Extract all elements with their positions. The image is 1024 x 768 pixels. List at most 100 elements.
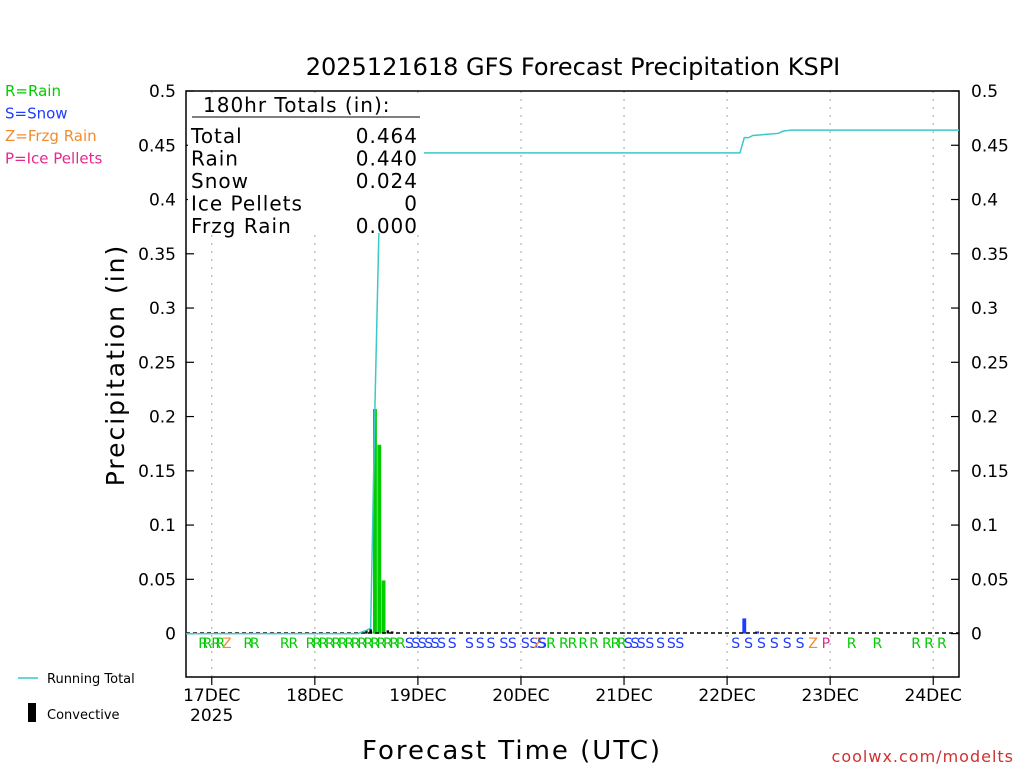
ptype-letter: R — [306, 636, 316, 652]
ptype-letter: S — [667, 636, 676, 652]
ptype-legend-entry: S=Snow — [5, 105, 68, 123]
ptype-letter: S — [529, 636, 538, 652]
ptype-letter: S — [424, 636, 433, 652]
ptype-letter: R — [546, 636, 556, 652]
ptype-letter: R — [937, 636, 947, 652]
ptype-letter: S — [783, 636, 792, 652]
ptype-legend: R=Rain S=Snow Z=Frzg Rain P=Ice Pellets — [5, 82, 102, 168]
ptype-letter: R — [602, 636, 612, 652]
x-tick-label: 19DEC — [389, 686, 446, 706]
ptype-letter: P — [822, 636, 830, 652]
ptype-letter: R — [924, 636, 934, 652]
totals-label: Ice Pellets — [191, 192, 303, 216]
ptype-letter: S — [630, 636, 639, 652]
ptype-letter: R — [364, 636, 374, 652]
ptype-letter: S — [405, 636, 414, 652]
bar-rain — [377, 444, 382, 634]
ptype-letter: R — [847, 636, 857, 652]
y-tick-label-right: 0.1 — [971, 516, 998, 536]
bar-convective — [369, 629, 372, 634]
y-tick-label: 0.15 — [138, 462, 176, 482]
ptype-letter: S — [796, 636, 805, 652]
y-tick-label: 0.25 — [138, 353, 176, 373]
bar-convective — [622, 632, 626, 634]
y-tick-label: 0.5 — [149, 82, 176, 102]
y-tick-label-right: 0.35 — [971, 245, 1009, 265]
ptype-letter: R — [389, 636, 399, 652]
ptype-letter: R — [338, 636, 348, 652]
ptype-letter: S — [499, 636, 508, 652]
ptype-legend-entry: P=Ice Pellets — [5, 150, 102, 168]
ptype-letter: R — [203, 636, 213, 652]
ptype-letter: S — [411, 636, 420, 652]
ptype-letter: S — [744, 636, 753, 652]
y-tick-label: 0.35 — [138, 245, 176, 265]
ptype-letter: R — [568, 636, 578, 652]
ptype-letter: Z — [533, 636, 543, 652]
totals-label: Snow — [191, 169, 249, 193]
y-tick-label-right: 0.5 — [971, 82, 998, 102]
y-tick-label-right: 0.4 — [971, 191, 998, 211]
ptype-letter: R — [211, 636, 221, 652]
y-axis-left: 0 0.05 0.1 0.15 0.2 0.25 0.3 0.35 0.4 0.45 0.5 — [138, 82, 194, 645]
ptype-letter: R — [288, 636, 298, 652]
totals-box: 180hr Totals (in): Total 0.464 Rain 0.440 Sn… — [188, 93, 424, 238]
y-tick-label: 0.45 — [138, 136, 176, 156]
convective-legend-swatch — [28, 703, 36, 722]
y-tick-label-right: 0.05 — [971, 570, 1009, 590]
running-total-legend-label: Running Total — [47, 672, 135, 687]
ptype-letter: S — [770, 636, 779, 652]
ptype-letter: R — [611, 636, 621, 652]
ptype-letter: R — [198, 636, 208, 652]
ptype-letter: R — [578, 636, 588, 652]
ptype-letter: R — [370, 636, 380, 652]
x-tick-label: 22DEC — [698, 686, 755, 706]
x-tick-label: 21DEC — [595, 686, 652, 706]
ptype-letter: R — [331, 636, 341, 652]
plot-frame — [185, 90, 960, 678]
ptype-letter: S — [757, 636, 766, 652]
ptype-letter: S — [431, 636, 440, 652]
x-tick-label: 20DEC — [492, 686, 549, 706]
ptype-letter: R — [377, 636, 387, 652]
ptype-legend-entry: R=Rain — [5, 82, 61, 100]
ptype-letter: Z — [222, 636, 232, 652]
line-legend: Running Total Convective — [18, 672, 135, 723]
year-label: 2025 — [190, 706, 233, 726]
x-tick-label: 17DEC — [183, 686, 240, 706]
y-tick-label: 0.2 — [149, 408, 176, 428]
totals-value: 0.464 — [356, 124, 418, 148]
y-tick-label: 0.05 — [138, 570, 176, 590]
y-tick-label: 0.4 — [149, 191, 176, 211]
totals-label: Total — [190, 124, 243, 148]
ptype-letter: R — [911, 636, 921, 652]
ptype-letter: S — [538, 636, 547, 652]
totals-label: Rain — [191, 147, 239, 171]
y-tick-label-right: 0.2 — [971, 408, 998, 428]
ptype-letter: R — [357, 636, 367, 652]
y-axis-label: Precipitation (in) — [101, 244, 130, 487]
ptype-letter: R — [312, 636, 322, 652]
ptype-letter: S — [418, 636, 427, 652]
totals-value: 0.024 — [356, 169, 418, 193]
ptype-letter: R — [873, 636, 883, 652]
ptype-letter: S — [637, 636, 646, 652]
ptype-letter: R — [344, 636, 354, 652]
x-tick-label: 18DEC — [286, 686, 343, 706]
ptype-letter: R — [319, 636, 329, 652]
bars-layer — [365, 408, 780, 634]
bar-convective — [777, 632, 780, 634]
x-tick-label: 24DEC — [905, 686, 962, 706]
y-tick-label-right: 0.15 — [971, 462, 1009, 482]
y-tick-label-right: 0 — [971, 625, 982, 645]
ptype-letter: S — [521, 636, 530, 652]
ptype-letter: S — [645, 636, 654, 652]
ptype-letter: R — [243, 636, 253, 652]
ptype-letter: R — [280, 636, 290, 652]
ptype-letter: S — [624, 636, 633, 652]
ptype-letter: R — [351, 636, 361, 652]
x-axis-label: Forecast Time (UTC) — [362, 736, 662, 766]
y-axis-right: 0 0.05 0.1 0.15 0.2 0.25 0.3 0.35 0.4 0.45 0.5 — [951, 82, 1009, 645]
ptype-legend-entry: Z=Frzg Rain — [5, 127, 97, 145]
